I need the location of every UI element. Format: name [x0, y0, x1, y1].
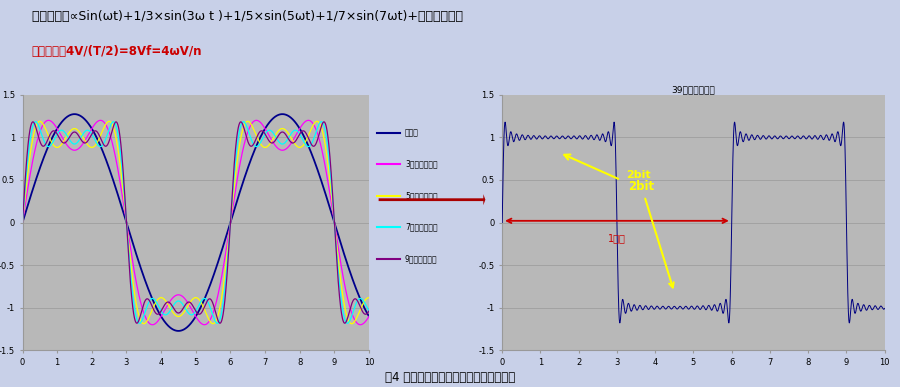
Text: 2bit: 2bit [628, 180, 674, 288]
Text: 围4 高調波で作られる方形波のイメージ: 围4 高調波で作られる方形波のイメージ [385, 371, 515, 384]
Text: 連続方形波∝Sin(ωt)+1/3×sin(3ω t )+1/5×sin(5ωt)+1/7×sin(7ωt)+・・・・・・: 連続方形波∝Sin(ωt)+1/3×sin(3ω t )+1/5×sin(5ωt… [32, 10, 463, 23]
Text: 3倍高調波まで: 3倍高調波まで [405, 160, 437, 169]
Text: 1周期: 1周期 [608, 233, 626, 243]
Text: 7倍高調波まで: 7倍高調波まで [405, 223, 437, 232]
Text: 基本波: 基本波 [405, 128, 418, 137]
Title: 39倍高調波まで: 39倍高調波まで [671, 85, 716, 94]
Text: 比例定数は4V/(T/2)=8Vf=4ωV/n: 比例定数は4V/(T/2)=8Vf=4ωV/n [32, 45, 202, 58]
Text: 5倍高調波まで: 5倍高調波まで [405, 191, 437, 200]
Text: 2bit: 2bit [626, 170, 651, 180]
Text: 9倍高調波まで: 9倍高調波まで [405, 254, 437, 263]
